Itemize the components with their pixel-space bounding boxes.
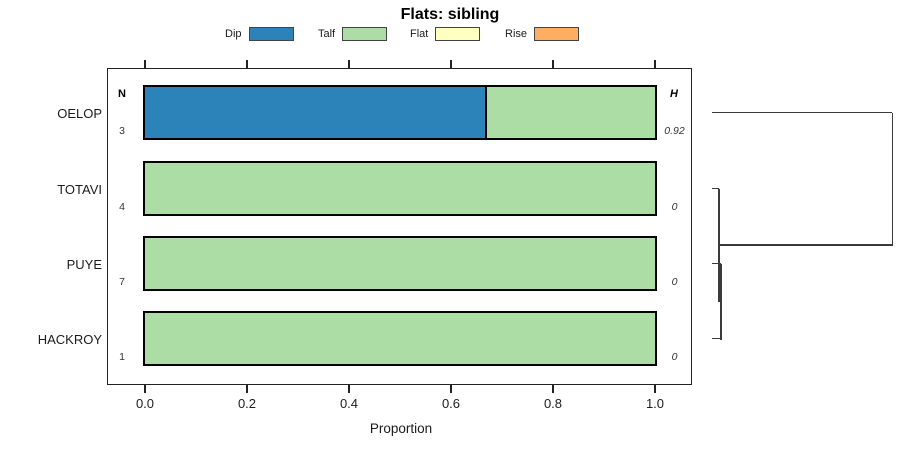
category-label: HACKROY: [37, 331, 102, 347]
axis-tick: [552, 60, 554, 68]
n-value: 1: [119, 351, 125, 363]
legend-item: Dip: [225, 26, 294, 42]
axis-tick: [654, 385, 656, 393]
legend-swatch: [435, 27, 481, 41]
axis-tick: [348, 60, 350, 68]
x-axis-label: Proportion: [369, 421, 433, 436]
legend-label: Dip: [225, 28, 242, 40]
h-column-header: H: [670, 88, 678, 100]
dendrogram-segment: [712, 187, 719, 190]
category-label: OELOP: [57, 105, 102, 121]
chart-title: Flats: sibling: [400, 6, 500, 23]
axis-tick-label: 0.0: [135, 396, 155, 411]
legend-swatch: [534, 27, 580, 41]
legend-swatch: [342, 27, 388, 41]
bar-row: [143, 161, 657, 216]
bar-row: [143, 311, 657, 366]
axis-tick-label: 0.6: [441, 396, 461, 411]
h-value: 0: [671, 201, 678, 213]
n-value: 4: [119, 201, 125, 213]
bar-segment-talf: [145, 163, 655, 214]
bar-segment-talf: [145, 313, 655, 364]
axis-tick-label: 0.4: [339, 396, 359, 411]
dendrogram-segment: [712, 262, 721, 265]
bar-segment-talf: [145, 238, 655, 289]
axis-tick: [348, 385, 350, 393]
dendrogram-segment: [718, 244, 893, 246]
bar-row: [143, 236, 657, 291]
axis-tick: [144, 60, 146, 68]
axis-tick-label: 0.2: [237, 396, 257, 411]
legend-label: Rise: [505, 28, 528, 40]
axis-tick: [246, 385, 248, 393]
category-label: TOTAVI: [57, 181, 102, 197]
axis-tick: [450, 385, 452, 393]
axis-tick: [246, 60, 248, 68]
h-value: 0: [671, 351, 678, 363]
axis-tick: [654, 60, 656, 68]
legend-swatch: [248, 27, 294, 41]
legend-label: Talf: [318, 28, 336, 40]
dendrogram-segment: [720, 263, 722, 340]
n-column-header: N: [118, 88, 126, 100]
axis-tick: [144, 385, 146, 393]
bar-row: [143, 85, 657, 140]
legend-label: Flat: [410, 28, 429, 40]
h-value: 0.92: [664, 125, 685, 137]
dendrogram-segment: [712, 111, 893, 114]
legend-item: Talf: [318, 26, 388, 42]
legend-item: Rise: [505, 26, 580, 42]
axis-tick: [450, 60, 452, 68]
axis-tick-label: 0.8: [543, 396, 563, 411]
n-value: 7: [119, 276, 125, 288]
bar-segment-talf: [485, 87, 655, 138]
legend-item: Flat: [410, 26, 481, 42]
bar-segment-dip: [145, 87, 486, 138]
axis-tick-label: 1.0: [645, 396, 665, 411]
category-label: PUYE: [66, 256, 102, 272]
dendrogram-segment: [712, 337, 721, 340]
h-value: 0: [671, 276, 678, 288]
n-value: 3: [119, 125, 125, 137]
dendrogram-segment: [891, 112, 894, 246]
axis-tick: [552, 385, 554, 393]
